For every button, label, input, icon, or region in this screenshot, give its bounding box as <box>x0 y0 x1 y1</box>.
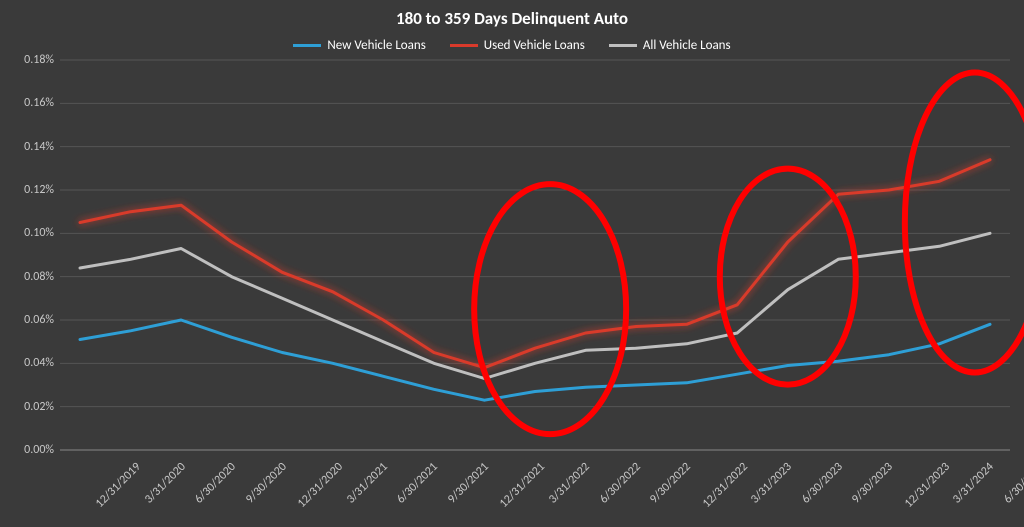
legend-swatch <box>609 44 637 47</box>
x-tick-label: 6/30/2022 <box>597 460 644 507</box>
chart-container: 180 to 359 Days Delinquent Auto New Vehi… <box>0 0 1024 527</box>
annotation-ellipse <box>474 184 626 434</box>
x-tick-label: 9/30/2020 <box>243 460 290 507</box>
x-tick-label: 6/30/2024 <box>1001 460 1024 507</box>
y-tick-label: 0.04% <box>0 356 54 370</box>
x-tick-label: 9/30/2023 <box>850 460 897 507</box>
x-tick-label: 12/31/2021 <box>497 460 548 511</box>
x-axis-labels: 12/31/20193/31/20206/30/20209/30/202012/… <box>60 456 1010 527</box>
chart-legend: New Vehicle Loans Used Vehicle Loans All V… <box>0 36 1024 53</box>
plot-area <box>60 60 1010 450</box>
y-tick-label: 0.08% <box>0 270 54 284</box>
series-line <box>80 320 990 400</box>
x-tick-label: 3/31/2021 <box>344 460 391 507</box>
x-tick-label: 9/30/2021 <box>445 460 492 507</box>
legend-label: Used Vehicle Loans <box>484 38 585 53</box>
y-tick-label: 0.14% <box>0 140 54 154</box>
x-tick-label: 6/30/2021 <box>395 460 442 507</box>
legend-item: New Vehicle Loans <box>293 38 425 53</box>
x-tick-label: 12/31/2022 <box>700 460 751 511</box>
x-tick-label: 6/30/2023 <box>799 460 846 507</box>
x-tick-label: 12/31/2019 <box>93 460 144 511</box>
y-tick-label: 0.16% <box>0 96 54 110</box>
legend-label: All Vehicle Loans <box>643 38 731 53</box>
y-tick-label: 0.18% <box>0 53 54 67</box>
y-tick-label: 0.02% <box>0 400 54 414</box>
x-tick-label: 9/30/2022 <box>647 460 694 507</box>
plot-svg <box>60 60 1010 450</box>
x-tick-label: 3/31/2024 <box>951 460 998 507</box>
legend-swatch <box>293 44 321 47</box>
x-tick-label: 3/31/2023 <box>748 460 795 507</box>
x-tick-label: 6/30/2020 <box>192 460 239 507</box>
legend-label: New Vehicle Loans <box>327 38 425 53</box>
legend-swatch <box>450 44 478 47</box>
chart-title: 180 to 359 Days Delinquent Auto <box>0 8 1024 29</box>
y-tick-label: 0.06% <box>0 313 54 327</box>
y-tick-label: 0.10% <box>0 226 54 240</box>
legend-item: Used Vehicle Loans <box>450 38 585 53</box>
x-tick-label: 12/31/2023 <box>902 460 953 511</box>
y-axis-labels: 0.00%0.02%0.04%0.06%0.08%0.10%0.12%0.14%… <box>0 60 54 450</box>
x-tick-label: 12/31/2020 <box>295 460 346 511</box>
y-tick-label: 0.00% <box>0 443 54 457</box>
x-tick-label: 3/31/2020 <box>142 460 189 507</box>
legend-item: All Vehicle Loans <box>609 38 731 53</box>
annotation-ellipse <box>905 73 1024 373</box>
x-tick-label: 3/31/2022 <box>546 460 593 507</box>
y-tick-label: 0.12% <box>0 183 54 197</box>
